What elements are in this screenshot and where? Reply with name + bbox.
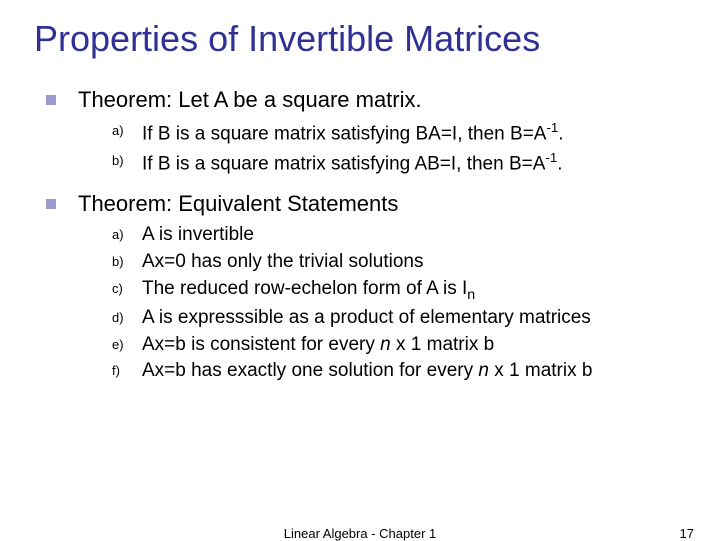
list-item: d)A is expresssible as a product of elem… [112, 306, 686, 331]
footer-page-number: 17 [680, 526, 694, 541]
list-item-label: d) [112, 306, 142, 325]
list-item-text: The reduced row-echelon form of A is In [142, 277, 475, 304]
list-item-text: A is expresssible as a product of elemen… [142, 306, 591, 331]
list-item: b)If B is a square matrix satisfying AB=… [112, 149, 686, 177]
list-item-text: Ax=0 has only the trivial solutions [142, 250, 423, 275]
list-item-text: A is invertible [142, 223, 254, 248]
list-item: e)Ax=b is consistent for every n x 1 mat… [112, 333, 686, 358]
list-item: b)Ax=0 has only the trivial solutions [112, 250, 686, 275]
list-item-text: Ax=b is consistent for every n x 1 matri… [142, 333, 494, 358]
list-item: a)If B is a square matrix satisfying BA=… [112, 119, 686, 147]
square-bullet-icon [46, 199, 56, 209]
theorem-2-row: Theorem: Equivalent Statements [34, 191, 686, 217]
list-item-label: a) [112, 119, 142, 138]
list-item-text: If B is a square matrix satisfying AB=I,… [142, 149, 563, 177]
list-item-label: e) [112, 333, 142, 352]
theorem-2-items: a)A is invertibleb)Ax=0 has only the tri… [112, 223, 686, 384]
theorem-1-heading: Theorem: Let A be a square matrix. [78, 87, 422, 113]
list-item-label: c) [112, 277, 142, 296]
list-item-label: f) [112, 359, 142, 378]
theorem-1-items: a)If B is a square matrix satisfying BA=… [112, 119, 686, 177]
slide-title: Properties of Invertible Matrices [34, 18, 686, 59]
square-bullet-icon [46, 95, 56, 105]
theorem-1-row: Theorem: Let A be a square matrix. [34, 87, 686, 113]
list-item-text: Ax=b has exactly one solution for every … [142, 359, 592, 384]
slide-container: Properties of Invertible Matrices Theore… [0, 0, 720, 384]
list-item-text: If B is a square matrix satisfying BA=I,… [142, 119, 564, 147]
list-item: a)A is invertible [112, 223, 686, 248]
list-item: f)Ax=b has exactly one solution for ever… [112, 359, 686, 384]
list-item-label: b) [112, 250, 142, 269]
footer-center-text: Linear Algebra - Chapter 1 [284, 526, 436, 541]
list-item: c)The reduced row-echelon form of A is I… [112, 277, 686, 304]
list-item-label: a) [112, 223, 142, 242]
theorem-2-heading: Theorem: Equivalent Statements [78, 191, 398, 217]
list-item-label: b) [112, 149, 142, 168]
